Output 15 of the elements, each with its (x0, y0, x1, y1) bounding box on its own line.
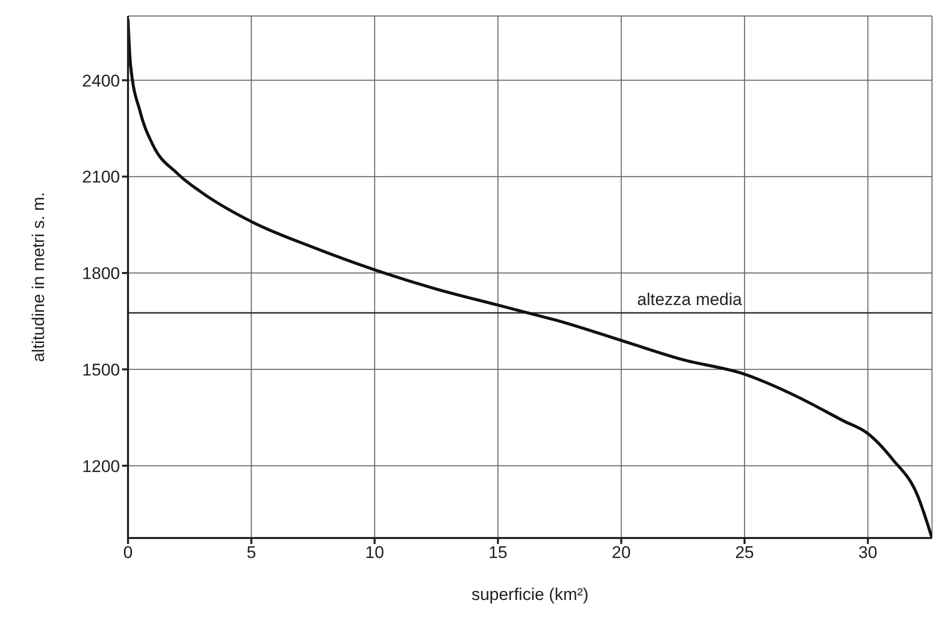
y-tick-label: 1200 (82, 456, 120, 476)
x-tick-label: 25 (735, 543, 754, 562)
x-tick-label: 15 (488, 543, 508, 562)
y-tick-label: 2100 (82, 168, 120, 187)
y-tick-label: 1800 (82, 264, 120, 284)
x-tick-label: 10 (365, 543, 384, 562)
y-axis-title: altitudine in metri s. m. (29, 192, 48, 362)
y-tick-label: 1500 (82, 360, 120, 380)
x-tick-label: 0 (123, 543, 133, 562)
ref-line-label: altezza media (637, 290, 743, 309)
x-tick-label: 5 (246, 543, 256, 562)
x-tick-label: 20 (612, 543, 631, 562)
y-tick-label: 2400 (82, 71, 120, 90)
x-tick-label: 30 (858, 543, 878, 562)
x-axis-title: superficie (km²) (471, 585, 589, 604)
